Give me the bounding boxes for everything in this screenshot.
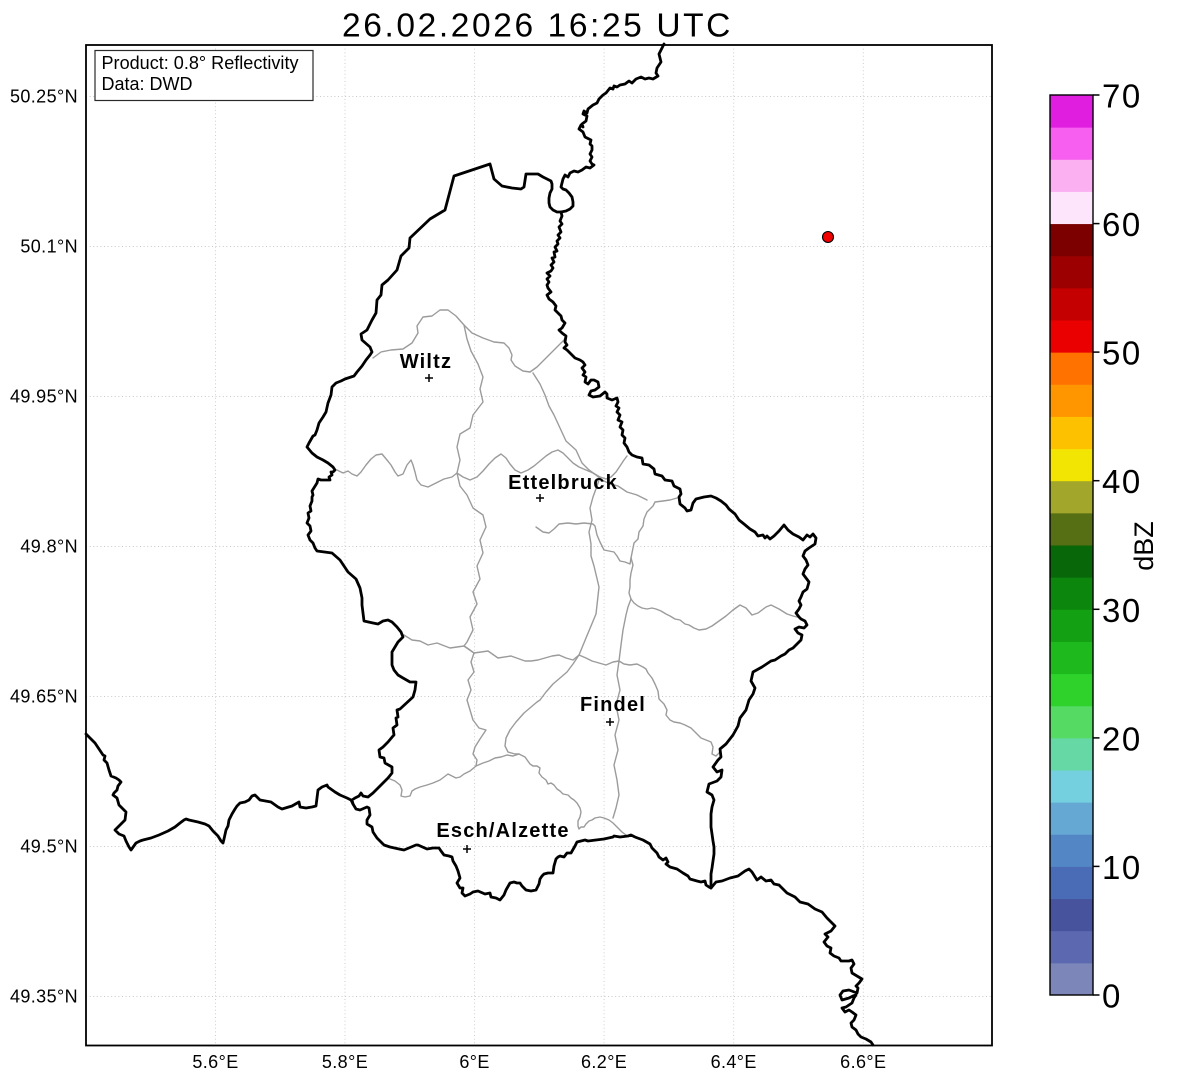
svg-text:Ettelbruck: Ettelbruck xyxy=(508,472,618,494)
svg-text:0: 0 xyxy=(1102,978,1122,1015)
svg-text:70: 70 xyxy=(1102,78,1142,115)
svg-text:49.5°N: 49.5°N xyxy=(20,837,78,857)
svg-text:40: 40 xyxy=(1102,463,1142,500)
svg-text:60: 60 xyxy=(1102,206,1142,243)
svg-text:30: 30 xyxy=(1102,592,1142,629)
svg-text:5.6°E: 5.6°E xyxy=(192,1052,238,1072)
svg-text:50: 50 xyxy=(1102,335,1142,372)
svg-text:50.25°N: 50.25°N xyxy=(10,87,78,107)
svg-text:Findel: Findel xyxy=(580,694,646,716)
svg-text:49.65°N: 49.65°N xyxy=(10,687,78,707)
svg-text:6.2°E: 6.2°E xyxy=(581,1052,627,1072)
svg-text:10: 10 xyxy=(1102,849,1142,886)
svg-text:dBZ: dBZ xyxy=(1129,521,1159,571)
svg-text:Esch/Alzette: Esch/Alzette xyxy=(436,820,569,842)
svg-text:6°E: 6°E xyxy=(459,1052,489,1072)
svg-text:49.95°N: 49.95°N xyxy=(10,387,78,407)
svg-text:6.6°E: 6.6°E xyxy=(840,1052,886,1072)
svg-text:Wiltz: Wiltz xyxy=(400,351,452,373)
svg-text:6.4°E: 6.4°E xyxy=(711,1052,757,1072)
svg-text:50.1°N: 50.1°N xyxy=(20,237,78,257)
svg-text:49.35°N: 49.35°N xyxy=(10,987,78,1007)
svg-text:26.02.2026 16:25 UTC: 26.02.2026 16:25 UTC xyxy=(342,8,733,45)
svg-text:Data: DWD: Data: DWD xyxy=(102,74,193,94)
svg-text:20: 20 xyxy=(1102,720,1142,757)
svg-text:49.8°N: 49.8°N xyxy=(20,537,78,557)
svg-text:Product: 0.8° Reflectivity: Product: 0.8° Reflectivity xyxy=(102,53,299,73)
svg-text:5.8°E: 5.8°E xyxy=(322,1052,368,1072)
